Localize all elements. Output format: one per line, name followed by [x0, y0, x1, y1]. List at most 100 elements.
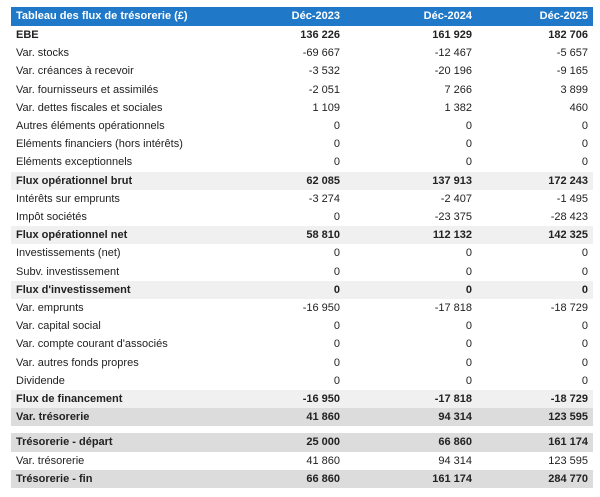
value-dec-2025: 0	[581, 356, 588, 369]
value-dec-2025: 0	[581, 156, 588, 169]
value-dec-2023: 0	[333, 120, 340, 133]
value-dec-2025: 182 706	[548, 29, 588, 41]
table-row: Var. créances à recevoir -3 532 -20 196 -9 …	[11, 62, 593, 80]
table-row: Eléments exceptionnels 0 0 0	[11, 153, 593, 171]
table-row: Flux d'investissement 0 0 0	[11, 280, 593, 300]
table-row: Trésorerie - départ 25 000 66 860 161 174	[11, 433, 593, 452]
value-dec-2025: 0	[581, 320, 588, 333]
value-dec-2025: 0	[581, 265, 588, 278]
value-dec-2023	[201, 426, 345, 433]
row-label: Var. stocks	[16, 47, 69, 60]
value-dec-2025: 0	[581, 120, 588, 133]
row-label: Var. compte courant d'associés	[16, 338, 168, 351]
table-row: Var. autres fonds propres 0 0 0	[11, 354, 593, 372]
value-dec-2023: 0	[333, 265, 340, 278]
value-dec-2024: 0	[465, 120, 472, 133]
value-dec-2023: 0	[333, 320, 340, 333]
row-label: Investissements (net)	[16, 247, 121, 260]
value-dec-2024: -12 467	[434, 47, 472, 60]
table-header-row: Tableau des flux de trésorerie (£) Déc-2…	[11, 7, 593, 26]
value-dec-2024: 161 174	[345, 469, 477, 489]
value-dec-2023: -3 532	[308, 65, 340, 78]
value-dec-2025: 172 243	[477, 171, 593, 190]
value-dec-2023: 0	[333, 356, 340, 369]
value-dec-2025: -9 165	[556, 65, 588, 78]
row-label: EBE	[16, 29, 39, 41]
row-label: Var. autres fonds propres	[16, 356, 139, 369]
table-row: Subv. investissement 0 0 0	[11, 263, 593, 281]
value-dec-2024: 0	[465, 320, 472, 333]
table-row: Var. capital social 0 0 0	[11, 317, 593, 335]
value-dec-2025: 0	[581, 338, 588, 351]
value-dec-2023: 136 226	[300, 29, 340, 41]
table-row: Var. emprunts -16 950 -17 818 -18 729	[11, 299, 593, 317]
value-dec-2024: 137 913	[345, 171, 477, 190]
value-dec-2023: -16 950	[302, 302, 340, 315]
value-dec-2025: 0	[581, 247, 588, 260]
table-row: Var. compte courant d'associés 0 0 0	[11, 335, 593, 353]
table-row: Var. dettes fiscales et sociales 1 109 1 3…	[11, 99, 593, 117]
value-dec-2025: 0	[581, 138, 588, 151]
value-dec-2024: 0	[465, 247, 472, 260]
value-dec-2024: 66 860	[345, 433, 477, 452]
row-label: Eléments financiers (hors intérêts)	[16, 138, 183, 151]
value-dec-2023: -3 274	[308, 192, 340, 205]
row-label: Var. dettes fiscales et sociales	[16, 101, 163, 114]
value-dec-2025: 460	[569, 101, 588, 114]
value-dec-2024: 161 929	[432, 29, 472, 41]
value-dec-2023: 0	[333, 138, 340, 151]
value-dec-2025: -28 423	[550, 211, 588, 224]
table-row: Autres éléments opérationnels 0 0 0	[11, 117, 593, 135]
table-row: Var. trésorerie 41 860 94 314 123 595	[11, 408, 593, 427]
value-dec-2023: 0	[333, 338, 340, 351]
value-dec-2023: 1 109	[312, 101, 340, 114]
table-body: EBE 136 226 161 929 182 706 Var. stocks -69 6…	[11, 26, 593, 489]
table-row: Flux opérationnel net 58 810 112 132 142 32…	[11, 226, 593, 245]
row-label: Var. fournisseurs et assimilés	[16, 83, 159, 96]
value-dec-2025: -18 729	[477, 390, 593, 409]
value-dec-2023: -2 051	[308, 83, 340, 96]
value-dec-2023: 41 860	[306, 454, 340, 467]
value-dec-2024: 112 132	[345, 226, 477, 245]
value-dec-2023: -16 950	[201, 390, 345, 409]
row-label: Var. trésorerie	[16, 454, 85, 467]
row-label: Flux opérationnel net	[11, 226, 201, 245]
value-dec-2025: 142 325	[477, 226, 593, 245]
value-dec-2025: -18 729	[550, 302, 588, 315]
table-row: Flux opérationnel brut 62 085 137 913 172 2…	[11, 171, 593, 190]
table-row: EBE 136 226 161 929 182 706	[11, 26, 593, 44]
value-dec-2025: 123 595	[548, 454, 588, 467]
value-dec-2024: -23 375	[434, 211, 472, 224]
row-label: Var. capital social	[16, 320, 101, 333]
value-dec-2023: 0	[333, 247, 340, 260]
table-row: Trésorerie - fin 66 860 161 174 284 770	[11, 469, 593, 489]
row-label: Subv. investissement	[16, 265, 120, 278]
value-dec-2024: 0	[465, 338, 472, 351]
value-dec-2024: 94 314	[438, 454, 472, 467]
table-row: Var. trésorerie 41 860 94 314 123 595	[11, 452, 593, 470]
cashflow-table-container: Tableau des flux de trésorerie (£) Déc-2…	[11, 7, 593, 489]
value-dec-2025: 0	[581, 374, 588, 387]
value-dec-2024: 0	[465, 138, 472, 151]
value-dec-2023: -69 667	[302, 47, 340, 60]
table-row: Var. stocks -69 667 -12 467 -5 657	[11, 44, 593, 62]
row-label: Var. créances à recevoir	[16, 65, 134, 78]
value-dec-2024: -17 818	[345, 390, 477, 409]
value-dec-2024: 0	[465, 356, 472, 369]
value-dec-2023: 66 860	[201, 469, 345, 489]
row-label	[11, 426, 201, 433]
value-dec-2025: 284 770	[477, 469, 593, 489]
value-dec-2023: 41 860	[201, 408, 345, 427]
value-dec-2023: 58 810	[201, 226, 345, 245]
value-dec-2024: -20 196	[434, 65, 472, 78]
table-row: Intérêts sur emprunts -3 274 -2 407 -1 495	[11, 190, 593, 208]
value-dec-2025: 123 595	[477, 408, 593, 427]
value-dec-2023: 0	[333, 211, 340, 224]
row-label: Intérêts sur emprunts	[16, 192, 120, 205]
row-label: Dividende	[16, 374, 65, 387]
row-label: Var. trésorerie	[11, 408, 201, 427]
value-dec-2024: 1 382	[444, 101, 472, 114]
value-dec-2025: -1 495	[556, 192, 588, 205]
row-label: Impôt sociétés	[16, 211, 87, 224]
value-dec-2024: 94 314	[345, 408, 477, 427]
